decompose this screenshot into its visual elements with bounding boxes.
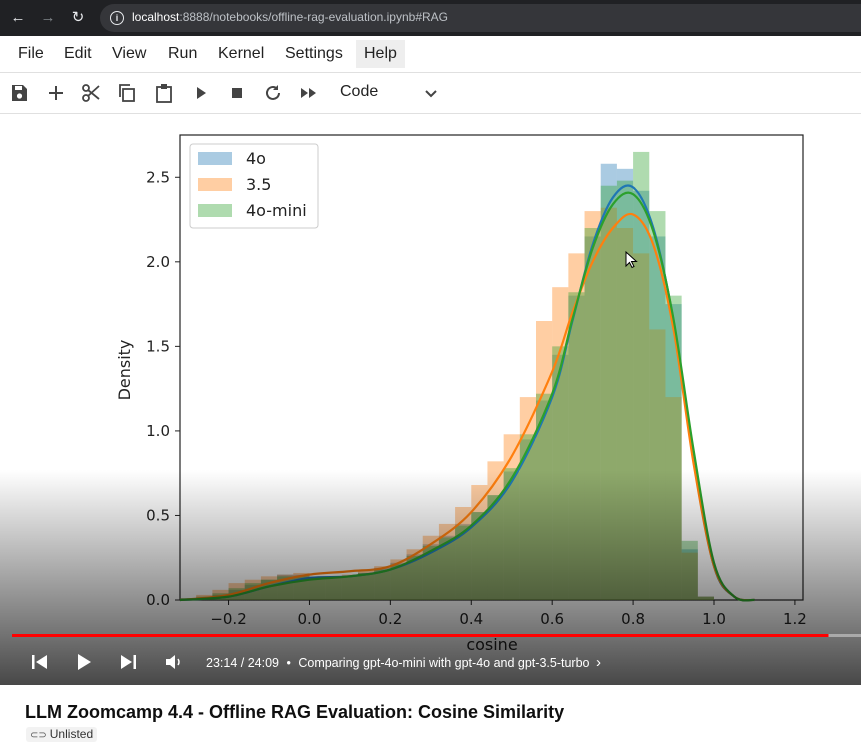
- legend-label-4o-mini: 4o-mini: [246, 201, 307, 220]
- player-gradient: [0, 470, 861, 685]
- progress-bar[interactable]: [12, 634, 861, 637]
- chevron-down-icon[interactable]: [420, 82, 442, 104]
- visibility-badge: ⊂⊃ Unlisted: [26, 727, 98, 742]
- menu-help[interactable]: Help: [356, 40, 405, 68]
- menu-file[interactable]: File: [18, 45, 44, 62]
- reload-icon[interactable]: ↻: [71, 9, 85, 26]
- legend-swatch-3.5: [198, 178, 232, 191]
- cut-icon[interactable]: [80, 82, 102, 104]
- y-tick-label: 1.0: [146, 422, 170, 440]
- time-display: 23:14 / 24:09: [206, 656, 279, 670]
- stop-icon[interactable]: [226, 82, 248, 104]
- menu-settings[interactable]: Settings: [285, 45, 343, 62]
- run-icon[interactable]: [190, 82, 212, 104]
- url-text: localhost:8888/notebooks/offline-rag-eva…: [132, 10, 448, 24]
- forward-arrow-icon[interactable]: →: [40, 9, 56, 26]
- volume-icon[interactable]: [164, 652, 184, 672]
- menu-view[interactable]: View: [112, 45, 147, 62]
- notebook-toolbar: Code: [0, 73, 861, 114]
- y-tick-label: 1.5: [146, 337, 170, 355]
- menu-bar: File Edit View Run Kernel Settings Help: [0, 36, 861, 73]
- separator-dot: •: [286, 656, 291, 670]
- legend-label-3.5: 3.5: [246, 175, 271, 194]
- site-info-icon[interactable]: i: [110, 11, 124, 25]
- chevron-right-icon[interactable]: ›: [595, 654, 601, 671]
- y-axis-label: Density: [115, 340, 134, 401]
- legend-swatch-4o-mini: [198, 204, 232, 217]
- legend-label-4o: 4o: [246, 149, 266, 168]
- address-bar[interactable]: i localhost:8888/notebooks/offline-rag-e…: [100, 4, 861, 32]
- menu-edit[interactable]: Edit: [64, 45, 92, 62]
- previous-icon[interactable]: [30, 652, 50, 672]
- chapter-title[interactable]: Comparing gpt-4o-mini with gpt-4o and gp…: [298, 656, 590, 670]
- play-icon[interactable]: [74, 652, 94, 672]
- cell-type-select[interactable]: Code: [340, 83, 379, 100]
- y-tick-label: 2.5: [146, 168, 170, 186]
- mouse-cursor-icon: [625, 250, 638, 269]
- back-arrow-icon[interactable]: ←: [10, 9, 26, 26]
- save-icon[interactable]: [8, 82, 30, 104]
- copy-icon[interactable]: [116, 82, 138, 104]
- next-icon[interactable]: [118, 652, 138, 672]
- y-tick-label: 2.0: [146, 253, 170, 271]
- chart-legend: 4o 3.5 4o-mini: [189, 143, 319, 229]
- restart-run-all-icon[interactable]: [298, 82, 320, 104]
- video-title: LLM Zoomcamp 4.4 - Offline RAG Evaluatio…: [25, 702, 565, 722]
- legend-swatch-4o: [198, 152, 232, 165]
- browser-toolbar: ← → ↻ i localhost:8888/notebooks/offline…: [0, 0, 861, 36]
- menu-kernel[interactable]: Kernel: [218, 45, 265, 62]
- paste-icon[interactable]: [153, 82, 175, 104]
- video-player[interactable]: −0.20.00.20.40.60.81.01.20.00.51.01.52.0…: [0, 114, 861, 685]
- menu-run[interactable]: Run: [168, 45, 198, 62]
- link-icon: ⊂⊃: [30, 730, 47, 741]
- add-cell-icon[interactable]: [45, 82, 67, 104]
- time-and-chapter: 23:14 / 24:09 • Comparing gpt-4o-mini wi…: [206, 654, 601, 671]
- restart-icon[interactable]: [262, 82, 284, 104]
- notebook-output: −0.20.00.20.40.60.81.01.20.00.51.01.52.0…: [0, 114, 861, 685]
